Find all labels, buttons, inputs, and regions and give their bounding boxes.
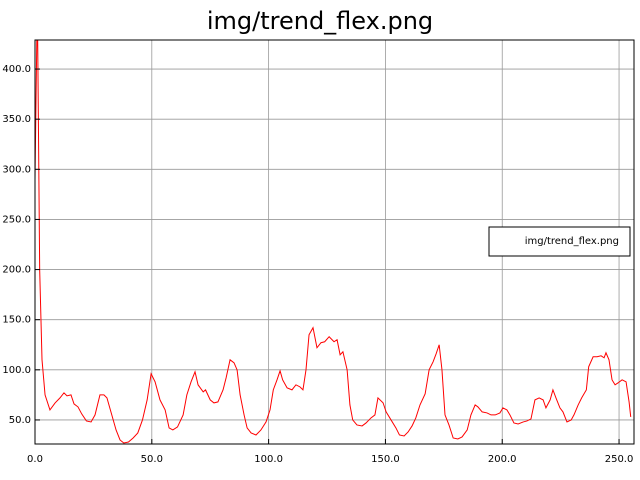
y-tick-label: 50.0 [9, 415, 31, 426]
y-tick-label: 200.0 [2, 265, 31, 276]
data-line [35, 40, 632, 444]
y-tick-label: 300.0 [2, 164, 31, 175]
x-tick-label: 0.0 [27, 454, 43, 465]
legend-box [488, 226, 631, 257]
y-tick-label: 100.0 [2, 365, 31, 376]
plot-frame [34, 39, 635, 445]
y-tick-label: 350.0 [2, 114, 31, 125]
x-tick-label: 250.0 [605, 454, 634, 465]
y-tick-label: 250.0 [2, 214, 31, 225]
y-tick-label: 150.0 [2, 315, 31, 326]
y-tick-label: 400.0 [2, 64, 31, 75]
x-tick-label: 200.0 [488, 454, 517, 465]
ticks: 0.0 50.0 100.0 150.0 200.0 250.0 50.0 100.0 150.… [2, 64, 633, 465]
legend: img/trend_flex.png [488, 226, 631, 257]
plot-area [35, 40, 632, 444]
legend-label: img/trend_flex.png [525, 236, 619, 247]
x-tick-label: 150.0 [371, 454, 400, 465]
chart-title: img/trend_flex.png [207, 7, 433, 35]
x-tick-label: 50.0 [141, 454, 163, 465]
x-tick-label: 100.0 [254, 454, 283, 465]
